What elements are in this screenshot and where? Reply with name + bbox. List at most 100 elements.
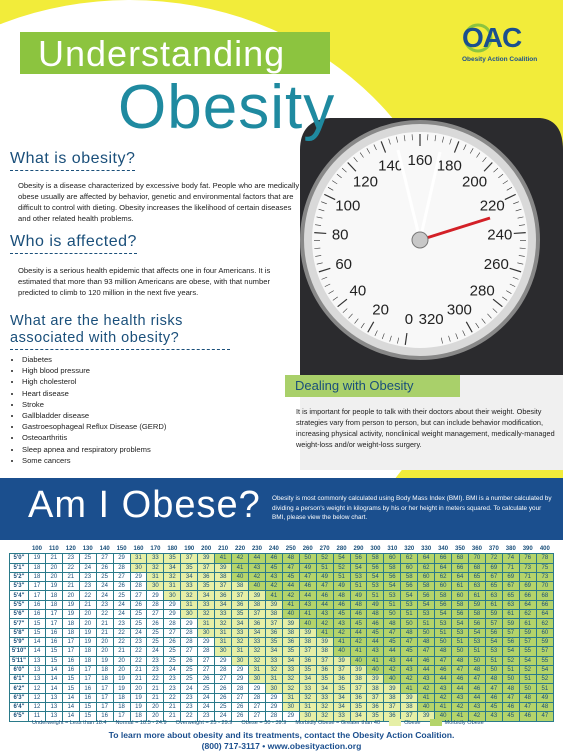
bmi-cell: 46 xyxy=(350,610,367,619)
bmi-cell: 51 xyxy=(350,582,367,591)
bmi-cell: 58 xyxy=(401,572,418,581)
bmi-cell: 37 xyxy=(316,656,333,665)
bmi-cell: 50 xyxy=(502,675,519,684)
bmi-cell: 21 xyxy=(62,582,79,591)
height-label: 5'0" xyxy=(10,554,29,563)
bmi-cell: 31 xyxy=(248,665,265,674)
bmi-cell: 54 xyxy=(350,563,367,572)
bmi-cell: 12 xyxy=(29,703,46,712)
bmi-cell: 64 xyxy=(519,600,536,609)
bmi-cell: 51 xyxy=(452,637,469,646)
bmi-cell: 56 xyxy=(435,600,452,609)
dial-tick xyxy=(514,233,526,234)
bmi-cell: 40 xyxy=(350,656,367,665)
bmi-cell: 65 xyxy=(502,591,519,600)
bmi-cell: 17 xyxy=(79,665,96,674)
bmi-cell: 40 xyxy=(299,619,316,628)
bmi-cell: 76 xyxy=(519,554,536,563)
bmi-cell: 25 xyxy=(130,610,147,619)
bmi-cell: 21 xyxy=(164,703,181,712)
bmi-cell: 34 xyxy=(215,600,232,609)
bmi-cell: 27 xyxy=(215,675,232,684)
bmi-cell: 66 xyxy=(536,600,553,609)
bmi-cell: 20 xyxy=(62,591,79,600)
bmi-cell: 24 xyxy=(96,591,113,600)
bmi-cell: 38 xyxy=(265,610,282,619)
bmi-cell: 63 xyxy=(485,591,502,600)
bmi-cell: 47 xyxy=(519,703,536,712)
bmi-cell: 33 xyxy=(316,693,333,702)
bmi-cell: 43 xyxy=(418,675,435,684)
bmi-cell: 56 xyxy=(367,563,384,572)
bmi-cell: 46 xyxy=(485,693,502,702)
height-label: 6'2" xyxy=(10,684,29,693)
bmi-cell: 36 xyxy=(299,656,316,665)
height-label: 5'2" xyxy=(10,572,29,581)
bmi-cell: 25 xyxy=(96,572,113,581)
bmi-cell: 59 xyxy=(502,619,519,628)
section-body: Obesity is a serious health epidemic tha… xyxy=(18,265,303,298)
bmi-cell: 22 xyxy=(130,656,147,665)
bmi-cell: 48 xyxy=(519,693,536,702)
bmi-cell: 14 xyxy=(29,647,46,656)
risk-item: Gallbladder disease xyxy=(22,410,166,421)
bmi-cell: 45 xyxy=(350,619,367,628)
bmi-cell: 38 xyxy=(232,582,249,591)
bmi-cell: 19 xyxy=(62,600,79,609)
bmi-cell: 42 xyxy=(452,703,469,712)
bmi-cell: 18 xyxy=(113,693,130,702)
bmi-cell: 39 xyxy=(265,600,282,609)
bmi-cell: 51 xyxy=(401,610,418,619)
weight-label: 340 xyxy=(435,545,452,554)
dial-hub xyxy=(412,232,428,248)
bmi-cell: 46 xyxy=(468,684,485,693)
bmi-cell: 45 xyxy=(485,703,502,712)
weight-label: 290 xyxy=(350,545,367,554)
bmi-cell: 43 xyxy=(316,610,333,619)
bmi-cell: 29 xyxy=(130,572,147,581)
bmi-cell: 27 xyxy=(96,554,113,563)
dial-label: 180 xyxy=(437,158,462,175)
bmi-cell: 54 xyxy=(452,619,469,628)
bmi-cell: 58 xyxy=(435,591,452,600)
bmi-cell: 62 xyxy=(401,554,418,563)
bmi-cell: 33 xyxy=(198,600,215,609)
bmi-cell: 17 xyxy=(62,637,79,646)
bmi-cell: 35 xyxy=(333,684,350,693)
bmi-cell: 75 xyxy=(536,563,553,572)
bmi-cell: 47 xyxy=(384,628,401,637)
bmi-cell: 22 xyxy=(96,610,113,619)
bmi-cell: 43 xyxy=(367,647,384,656)
height-label: 5'11" xyxy=(10,656,29,665)
bmi-cell: 42 xyxy=(418,684,435,693)
bmi-cell: 72 xyxy=(485,554,502,563)
bmi-cell: 19 xyxy=(113,675,130,684)
bmi-cell: 59 xyxy=(519,628,536,637)
bmi-cell: 26 xyxy=(96,563,113,572)
bmi-cell: 18 xyxy=(45,591,62,600)
bmi-cell: 27 xyxy=(147,610,164,619)
bmi-cell: 56 xyxy=(468,619,485,628)
bmi-cell: 34 xyxy=(164,563,181,572)
bmi-cell: 66 xyxy=(519,591,536,600)
bmi-cell: 56 xyxy=(485,628,502,637)
bmi-cell: 39 xyxy=(299,628,316,637)
footer-line1: To learn more about obesity and its trea… xyxy=(0,730,563,740)
bmi-cell: 47 xyxy=(401,637,418,646)
bmi-cell: 56 xyxy=(384,572,401,581)
bmi-cell: 32 xyxy=(248,656,265,665)
bmi-cell: 71 xyxy=(519,572,536,581)
bmi-cell: 35 xyxy=(232,610,249,619)
height-label: 6'1" xyxy=(10,675,29,684)
bmi-cell: 30 xyxy=(147,582,164,591)
bmi-cell: 54 xyxy=(333,554,350,563)
bmi-cell: 20 xyxy=(79,610,96,619)
bmi-cell: 49 xyxy=(350,591,367,600)
weight-label: 250 xyxy=(282,545,299,554)
dealing-heading: Dealing with Obesity xyxy=(295,378,414,393)
bmi-cell: 45 xyxy=(367,628,384,637)
bmi-cell: 38 xyxy=(316,647,333,656)
